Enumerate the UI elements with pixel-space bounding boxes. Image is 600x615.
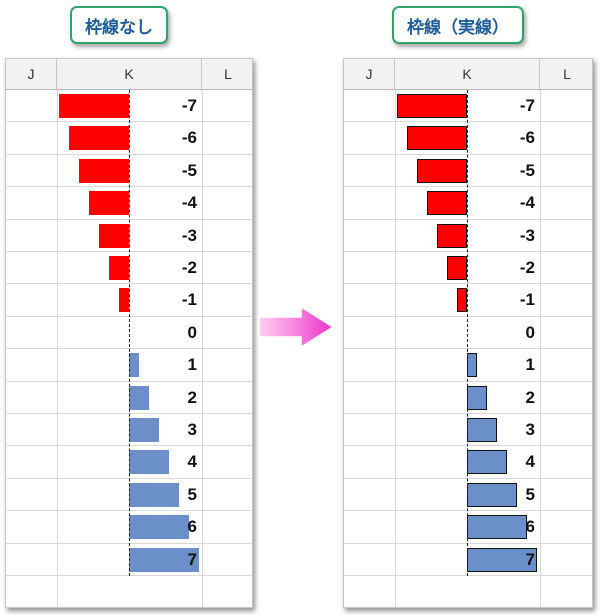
right-arrow-icon <box>258 305 335 349</box>
negative-data-bar <box>109 256 129 280</box>
cell-value[interactable]: -5 <box>181 160 197 180</box>
column-header-row: J K L <box>344 59 592 90</box>
negative-data-bar <box>457 288 467 313</box>
negative-data-bar <box>427 191 467 216</box>
cell-value[interactable]: -1 <box>519 290 535 310</box>
positive-data-bar <box>129 385 149 410</box>
table-row[interactable] <box>344 544 592 576</box>
positive-data-bar <box>467 547 537 572</box>
positive-data-bar <box>129 418 159 442</box>
positive-data-bar <box>129 515 189 540</box>
table-row[interactable] <box>344 511 592 544</box>
table-row[interactable] <box>344 284 592 317</box>
negative-data-bar <box>59 94 129 118</box>
positive-data-bar <box>129 482 179 507</box>
negative-data-bar <box>407 126 467 151</box>
table-row[interactable] <box>344 382 592 414</box>
data-bar-axis <box>467 90 468 576</box>
cell-value[interactable]: 4 <box>187 452 197 472</box>
table-row[interactable] <box>344 349 592 382</box>
cell-value[interactable]: 3 <box>525 420 535 439</box>
negative-data-bar <box>99 223 129 248</box>
column-header-j[interactable]: J <box>6 59 57 89</box>
cell-value[interactable]: 0 <box>187 322 197 342</box>
cell-value[interactable]: 5 <box>187 484 197 504</box>
cell-value[interactable]: 6 <box>525 517 535 537</box>
table-row[interactable] <box>344 155 592 188</box>
positive-data-bar <box>129 353 139 378</box>
cell-value[interactable]: -7 <box>181 96 197 115</box>
table-row[interactable] <box>344 90 592 123</box>
cell-value[interactable]: 7 <box>187 549 197 569</box>
positive-data-bar <box>467 418 497 442</box>
cell-value[interactable]: -3 <box>519 225 535 245</box>
table-row[interactable] <box>344 252 592 285</box>
cell-value[interactable]: -6 <box>519 128 535 148</box>
negative-data-bar <box>79 158 129 183</box>
negative-data-bar <box>69 126 129 151</box>
cell-grid: -7 -6 -5 -4 -3 -2 -1 0 1 2 3 4 5 6 7 <box>6 90 252 607</box>
column-header-l[interactable]: L <box>224 66 232 82</box>
column-header-k[interactable]: K <box>395 59 540 89</box>
column-header-l[interactable]: L <box>563 66 571 82</box>
left-panel-title: 枠線なし <box>70 6 168 44</box>
column-header-k[interactable]: K <box>57 59 202 89</box>
table-row[interactable] <box>344 414 592 447</box>
positive-data-bar <box>467 482 517 507</box>
left-spreadsheet: J K L -7 -6 -5 -4 -3 -2 -1 0 1 2 3 4 5 6 7 <box>5 58 253 608</box>
cell-value[interactable]: 2 <box>525 387 535 407</box>
cell-value[interactable]: 4 <box>525 452 535 472</box>
cell-value[interactable]: -2 <box>519 258 535 277</box>
table-row[interactable] <box>344 220 592 252</box>
table-row[interactable] <box>344 317 592 350</box>
negative-data-bar <box>417 158 467 183</box>
negative-data-bar <box>89 191 129 216</box>
negative-data-bar <box>437 223 467 248</box>
cell-value[interactable]: -4 <box>181 193 197 213</box>
cell-value[interactable]: -6 <box>181 128 197 148</box>
data-bar-axis <box>129 90 130 576</box>
column-header-j[interactable]: J <box>344 59 395 89</box>
cell-value[interactable]: 0 <box>525 322 535 342</box>
negative-data-bar <box>447 256 467 280</box>
cell-value[interactable]: -4 <box>519 193 535 213</box>
positive-data-bar <box>467 515 527 540</box>
positive-data-bar <box>129 450 169 475</box>
right-panel-title: 枠線（実線） <box>392 6 524 44</box>
cell-value[interactable]: 2 <box>187 387 197 407</box>
cell-value[interactable]: 1 <box>525 355 535 375</box>
table-row[interactable] <box>344 446 592 479</box>
right-spreadsheet: J K L -7 -6 -5 -4 -3 -2 -1 0 1 2 3 4 5 6 7 <box>343 58 593 608</box>
table-row[interactable] <box>344 122 592 155</box>
table-row[interactable] <box>344 187 592 220</box>
cell-grid: -7 -6 -5 -4 -3 -2 -1 0 1 2 3 4 5 6 7 <box>344 90 592 607</box>
cell-value[interactable]: 6 <box>187 517 197 537</box>
cell-value[interactable]: 1 <box>187 355 197 375</box>
cell-value[interactable]: -2 <box>181 258 197 277</box>
cell-value[interactable]: -1 <box>181 290 197 310</box>
cell-value[interactable]: 3 <box>187 420 197 439</box>
cell-value[interactable]: 7 <box>525 549 535 569</box>
cell-value[interactable]: -3 <box>181 225 197 245</box>
negative-data-bar <box>119 288 129 313</box>
negative-data-bar <box>397 94 467 118</box>
cell-value[interactable]: 5 <box>525 484 535 504</box>
cell-value[interactable]: -5 <box>519 160 535 180</box>
positive-data-bar <box>129 547 199 572</box>
table-row[interactable] <box>344 479 592 512</box>
cell-value[interactable]: -7 <box>519 96 535 115</box>
column-header-row: J K L <box>6 59 252 90</box>
